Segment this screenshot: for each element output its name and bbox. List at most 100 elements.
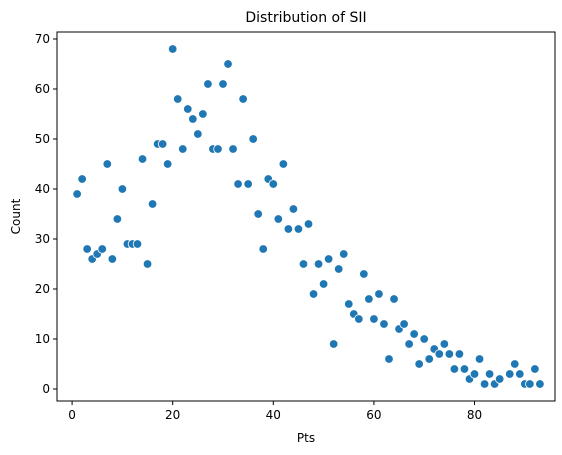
x-tick-label-3: 60 [366,408,381,422]
data-point-50 [323,254,334,264]
data-point-57 [359,269,369,279]
data-point-36 [253,209,263,219]
data-point-85 [505,369,515,379]
data-point-22 [183,104,193,114]
y-tick-label-1: 10 [35,332,50,346]
data-point-87 [515,369,525,379]
data-point-19 [167,44,178,54]
y-tick-label-4: 40 [35,182,50,196]
data-points [72,44,545,389]
data-point-75 [449,364,460,374]
data-point-14 [142,259,153,269]
data-point-37 [258,244,268,254]
data-point-17 [157,139,168,149]
data-point-60 [374,289,384,299]
data-point-68 [414,359,424,369]
y-tick-label-5: 50 [35,132,50,146]
axes: 0 20 40 60 80 0 10 20 30 40 50 60 70 [35,31,556,422]
data-point-69 [419,334,429,344]
data-point-47 [308,289,319,299]
data-point-76 [454,349,465,359]
data-point-7 [107,254,118,264]
data-point-53 [339,249,349,259]
data-point-42 [283,224,294,234]
x-tick-label-1: 20 [165,408,180,422]
data-point-43 [288,204,299,214]
data-point-0 [72,189,82,199]
data-point-74 [444,349,455,359]
data-point-77 [459,364,470,374]
y-tick-label-3: 30 [35,232,50,246]
data-point-6 [102,159,113,169]
data-point-58 [364,294,374,304]
data-point-66 [404,339,414,349]
data-point-45 [298,259,309,269]
data-point-80 [474,354,485,364]
data-point-49 [318,279,329,289]
y-tick-label-6: 60 [35,82,50,96]
data-point-67 [409,329,419,339]
data-point-59 [369,314,379,324]
y-tick-label-7: 70 [35,32,50,46]
y-axis-title: Count [9,198,23,234]
data-point-91 [535,379,545,389]
data-point-5 [97,244,107,254]
data-point-24 [193,129,203,139]
data-point-20 [173,94,183,104]
data-point-51 [328,339,339,349]
data-point-35 [248,134,258,144]
data-point-15 [147,199,158,209]
data-point-52 [334,264,344,274]
data-point-46 [303,219,314,229]
data-point-9 [117,184,128,194]
data-point-48 [313,259,324,269]
data-point-40 [273,214,284,224]
y-tick-label-2: 20 [35,282,50,296]
data-point-2 [82,244,92,254]
x-axis-title: Pts [297,431,315,445]
y-tick-label-0: 0 [42,382,50,396]
data-point-23 [188,114,198,124]
data-point-70 [424,354,434,364]
data-point-32 [233,179,243,189]
data-point-54 [344,299,354,309]
plot-frame [56,31,556,402]
chart-title: Distribution of SII [245,10,366,26]
x-tick-label-0: 0 [68,408,76,422]
data-point-63 [389,294,399,304]
data-point-29 [218,79,228,89]
data-point-28 [213,144,223,154]
data-point-13 [137,154,148,164]
data-point-89 [525,379,535,389]
x-tick-label-2: 40 [266,408,281,422]
data-point-84 [494,374,505,384]
data-point-41 [278,159,289,169]
data-point-72 [434,349,445,359]
data-point-90 [530,364,540,374]
data-point-39 [268,179,279,189]
data-point-18 [162,159,173,169]
data-point-33 [238,94,248,104]
data-point-79 [469,369,480,379]
data-point-31 [228,144,238,154]
data-point-56 [354,314,364,324]
data-point-65 [399,319,409,329]
data-point-30 [223,59,233,69]
data-point-82 [484,369,495,379]
data-point-34 [243,179,253,189]
data-point-25 [198,109,208,119]
data-point-8 [112,214,123,224]
x-tick-label-4: 80 [467,408,482,422]
data-point-62 [384,354,394,364]
data-point-1 [77,174,87,184]
data-point-81 [479,379,490,389]
data-point-73 [439,339,450,349]
data-point-26 [203,79,213,89]
data-point-44 [293,224,304,234]
data-point-21 [178,144,188,154]
data-point-86 [510,359,520,369]
data-point-12 [132,239,143,249]
data-point-61 [379,319,389,329]
